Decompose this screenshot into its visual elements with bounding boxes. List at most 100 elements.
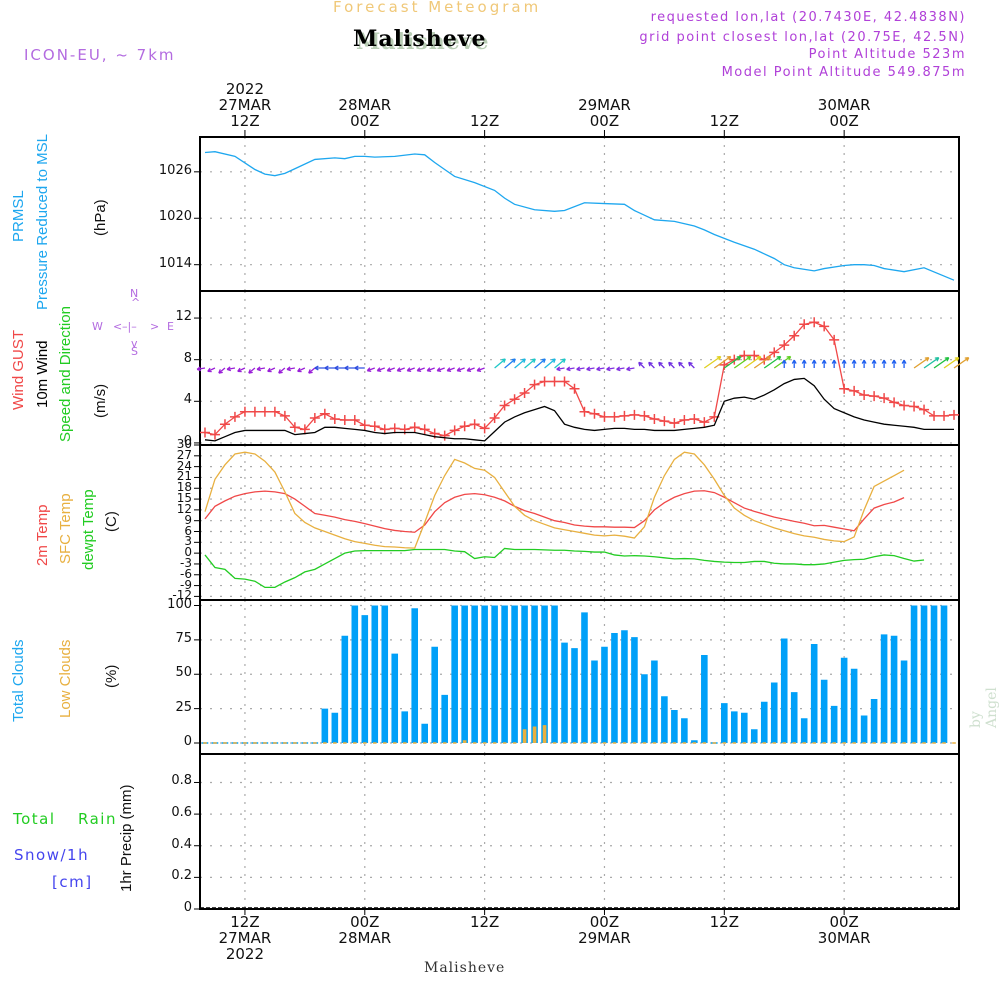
bar-total-clouds	[900, 660, 908, 743]
gust-marker	[279, 410, 290, 421]
bar-total-clouds	[681, 718, 688, 743]
gust-marker	[919, 404, 930, 415]
bar-total-clouds	[371, 605, 379, 743]
y-tick-label: 9	[184, 512, 192, 527]
model-name: ICON-EU, ~ 7km	[24, 46, 176, 64]
precip-rain-label: Rain	[78, 810, 117, 828]
gust-marker	[799, 319, 810, 330]
gust-marker	[229, 411, 240, 422]
gust-marker	[619, 410, 630, 421]
bar-total-clouds	[341, 635, 349, 743]
wind-direction-arrow	[334, 365, 345, 371]
series-line-wind-gust	[204, 321, 955, 437]
wind-direction-arrow	[596, 366, 605, 372]
gust-marker	[509, 394, 520, 405]
bar-total-clouds	[731, 711, 738, 743]
gust-marker	[419, 424, 430, 435]
gust-marker	[549, 376, 560, 387]
wind-direction-arrow	[226, 366, 236, 372]
wind-direction-arrow	[376, 367, 385, 372]
gust-marker	[249, 406, 260, 417]
wind-direction-arrow	[606, 366, 615, 372]
y-tick-label: 1026	[158, 162, 192, 178]
bar-total-clouds	[671, 710, 678, 743]
wind-direction-arrow	[831, 359, 837, 368]
wind-direction-arrow	[871, 359, 877, 368]
bar-total-clouds	[920, 605, 928, 743]
chart-title: Malisheve	[353, 26, 487, 52]
wind-direction-arrow	[576, 366, 585, 372]
bar-low-clouds	[532, 726, 537, 743]
bar-total-clouds	[691, 740, 698, 743]
wind-direction-arrow	[801, 359, 807, 368]
gust-marker	[949, 409, 960, 420]
bar-total-clouds	[331, 712, 339, 743]
series-line-2m-temp	[204, 490, 905, 533]
gust-marker	[559, 376, 570, 387]
wind-direction-arrow	[923, 357, 940, 369]
compass-cross: –|–	[122, 320, 137, 333]
bar-total-clouds	[551, 605, 558, 743]
bar-total-clouds	[840, 657, 848, 743]
wind-direction-arrow	[933, 357, 950, 369]
gust-marker	[679, 415, 690, 426]
gust-marker	[759, 354, 770, 365]
requested-coords: requested lon,lat (20.7430E, 42.4838N)	[650, 10, 966, 25]
top-tick-label: 28MAR 00Z	[338, 96, 392, 130]
wind-direction-arrow	[554, 358, 566, 369]
wind-direction-arrow	[841, 359, 847, 368]
bar-total-clouds	[561, 642, 568, 743]
gust-marker	[309, 412, 320, 423]
gust-marker	[639, 410, 650, 421]
gust-marker	[689, 413, 700, 424]
bar-total-clouds	[351, 605, 359, 743]
y-tick-label: 6	[184, 523, 192, 538]
gust-marker	[519, 387, 530, 398]
wind-direction-arrow	[891, 359, 897, 368]
bar-total-clouds	[661, 696, 668, 743]
panel-3	[194, 599, 960, 755]
bar-total-clouds	[860, 715, 868, 743]
bar-total-clouds	[810, 644, 818, 743]
wind-direction-arrow	[638, 361, 645, 369]
gust-marker	[299, 424, 310, 435]
gust-marker	[749, 350, 760, 361]
y-tick-label: 18	[176, 480, 192, 495]
y-tick-label: 8	[183, 350, 192, 366]
bottom-tick-label: 12Z	[709, 913, 739, 931]
bar-total-clouds	[820, 679, 828, 743]
gust-marker	[379, 424, 390, 435]
wind-direction-arrow	[713, 355, 732, 369]
bar-total-clouds	[451, 605, 458, 743]
bar-total-clouds	[611, 633, 618, 743]
bar-total-clouds	[391, 653, 399, 743]
bar-total-clouds	[870, 699, 878, 743]
wind-direction-arrow	[267, 367, 276, 373]
gust-marker	[359, 420, 370, 431]
wind-direction-arrow	[248, 367, 256, 374]
series-line-10m-wind	[204, 377, 955, 442]
bottom-tick-label: 12Z	[469, 913, 500, 931]
wind-direction-arrow	[406, 367, 415, 372]
top-tick-label: 30MAR 00Z	[817, 96, 871, 130]
series-line-prmsl	[204, 151, 955, 281]
wind-direction-arrow	[556, 366, 565, 372]
bar-total-clouds	[721, 703, 728, 743]
gust-marker	[529, 379, 540, 390]
gust-marker	[239, 406, 250, 417]
gust-marker	[209, 429, 220, 440]
bar-total-clouds	[910, 605, 918, 743]
gust-marker	[629, 409, 640, 420]
wind-direction-arrow	[476, 367, 485, 372]
y-tick-label: 12	[176, 501, 192, 516]
gust-marker	[329, 413, 340, 424]
gust-marker	[259, 406, 270, 417]
bar-total-clouds	[511, 605, 518, 743]
wind-direction-arrow	[821, 359, 827, 368]
y-tick-label: 15	[176, 491, 192, 506]
compass-e: E	[167, 320, 174, 333]
bar-total-clouds	[750, 729, 758, 743]
wind-direction-arrow	[566, 366, 575, 372]
y-tick-label: 0	[183, 433, 192, 449]
